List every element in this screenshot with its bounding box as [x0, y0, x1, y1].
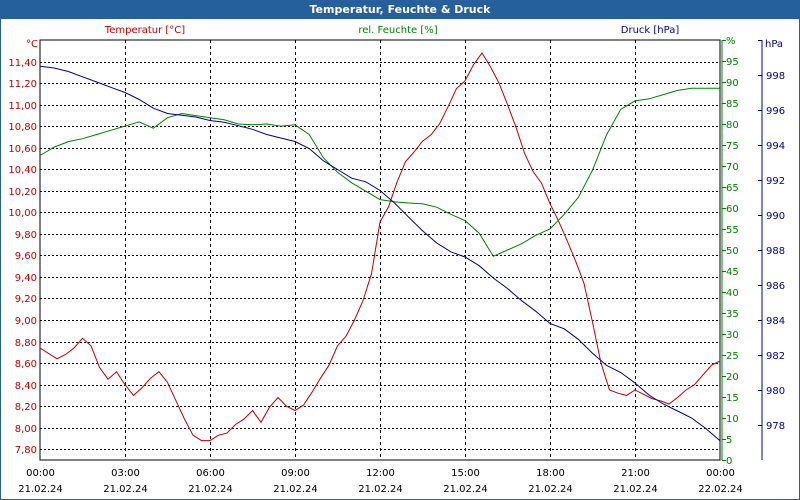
x-tick-time-label: 21:00	[621, 468, 650, 479]
humidity-tick-label: 80	[726, 120, 739, 131]
pressure-tick-label: 996	[766, 106, 785, 117]
temperature-tick-label: 11,00	[8, 101, 37, 112]
humidity-tick-label: 70	[726, 162, 739, 173]
axis-labels: 7,80 8,00 8,20 8,40 8,60 8,80 9,00 9,20 9,40 9,60…	[8, 36, 785, 495]
temperature-tick-label: 10,40	[8, 165, 37, 176]
temperature-tick-label: 7,80	[15, 445, 37, 456]
humidity-tick-label: 40	[726, 288, 739, 299]
pressure-tick-label: 990	[766, 211, 785, 222]
x-tick-date-label: 22.02.24	[698, 484, 743, 495]
humidity-tick-label: 60	[726, 204, 739, 215]
temperature-tick-label: 9,60	[15, 251, 37, 262]
temperature-tick-label: 8,60	[15, 359, 37, 370]
x-tick-time-label: 03:00	[111, 468, 140, 479]
humidity-tick-label: 30	[726, 330, 739, 341]
pressure-unit: hPa	[765, 39, 783, 50]
temperature-tick-label: 9,00	[15, 316, 37, 327]
temperature-tick-label: 8,00	[15, 424, 37, 435]
humidity-tick-label: 85	[726, 99, 739, 110]
temperature-tick-label: 10,60	[8, 144, 37, 155]
series-line-temperature	[39, 51, 721, 442]
humidity-tick-label: 45	[726, 267, 739, 278]
humidity-tick-label: 25	[726, 351, 739, 362]
pressure-tick-label: 998	[766, 71, 785, 82]
x-tick-time-label: 06:00	[196, 468, 225, 479]
temperature-tick-label: 9,40	[15, 273, 37, 284]
x-tick-date-label: 21.02.24	[188, 484, 233, 495]
x-tick-date-label: 21.02.24	[613, 484, 658, 495]
humidity-tick-label: 0	[726, 456, 732, 467]
x-tick-date-label: 21.02.24	[18, 484, 63, 495]
humidity-tick-label: 10	[726, 414, 739, 425]
temperature-tick-label: 11,40	[8, 58, 37, 69]
series-line-humidity	[39, 87, 720, 257]
humidity-tick-label: 35	[726, 309, 739, 320]
x-tick-time-label: 00:00	[26, 468, 55, 479]
pressure-tick-label: 994	[766, 141, 785, 152]
x-tick-date-label: 21.02.24	[103, 484, 148, 495]
series-line-pressure	[39, 65, 721, 442]
legend-temperature: Temperatur [°C]	[104, 25, 185, 36]
humidity-tick-label: 55	[726, 225, 739, 236]
temperature-tick-label: 9,80	[15, 230, 37, 241]
x-tick-date-label: 21.02.24	[443, 484, 488, 495]
x-tick-date-label: 21.02.24	[273, 484, 318, 495]
humidity-tick-label: 75	[726, 141, 739, 152]
plot-frame	[39, 39, 721, 461]
humidity-tick-label: 95	[726, 57, 739, 68]
temperature-tick-label: 8,40	[15, 381, 37, 392]
humidity-tick-label: 90	[726, 78, 739, 89]
humidity-tick-label: 20	[726, 372, 739, 383]
pressure-tick-label: 978	[766, 421, 785, 432]
axes	[39, 39, 763, 461]
temperature-unit: °C	[26, 39, 38, 50]
temperature-tick-label: 10,80	[8, 122, 37, 133]
temperature-tick-label: 10,00	[8, 208, 37, 219]
temperature-tick-label: 10,20	[8, 187, 37, 198]
series-lines	[39, 51, 721, 442]
temperature-tick-label: 8,20	[15, 402, 37, 413]
x-tick-date-label: 21.02.24	[528, 484, 573, 495]
pressure-tick-label: 988	[766, 246, 785, 257]
temperature-tick-label: 11,20	[8, 79, 37, 90]
humidity-tick-label: 5	[726, 435, 732, 446]
x-tick-time-label: 18:00	[536, 468, 565, 479]
x-tick-time-label: 00:00	[706, 468, 735, 479]
humidity-tick-label: 50	[726, 246, 739, 257]
temperature-tick-label: 9,20	[15, 294, 37, 305]
pressure-tick-label: 980	[766, 386, 785, 397]
pressure-tick-label: 992	[766, 176, 785, 187]
x-tick-time-label: 09:00	[281, 468, 310, 479]
pressure-tick-label: 982	[766, 351, 785, 362]
humidity-tick-label: %	[726, 36, 736, 47]
temperature-tick-label: 8,80	[15, 338, 37, 349]
humidity-tick-label: 15	[726, 393, 739, 404]
legend-pressure: Druck [hPa]	[621, 25, 680, 36]
grid-lines	[40, 40, 720, 460]
pressure-tick-label: 986	[766, 281, 785, 292]
window-title: Temperatur, Feuchte & Druck	[1, 1, 799, 19]
x-tick-date-label: 21.02.24	[358, 484, 403, 495]
x-tick-time-label: 12:00	[366, 468, 395, 479]
pressure-tick-label: 984	[766, 316, 785, 327]
x-tick-time-label: 15:00	[451, 468, 480, 479]
legend-humidity: rel. Feuchte [%]	[358, 25, 437, 36]
humidity-tick-label: 65	[726, 183, 739, 194]
